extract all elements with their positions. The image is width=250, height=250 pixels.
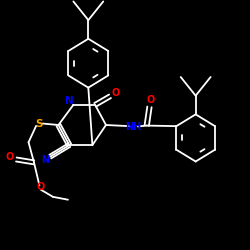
Text: O: O: [6, 152, 14, 162]
Text: NH: NH: [125, 122, 141, 132]
Text: S: S: [36, 118, 43, 128]
Text: O: O: [36, 182, 44, 192]
Text: O: O: [112, 88, 120, 99]
Text: O: O: [147, 95, 155, 105]
Text: N: N: [66, 96, 74, 106]
Text: N: N: [41, 155, 49, 165]
